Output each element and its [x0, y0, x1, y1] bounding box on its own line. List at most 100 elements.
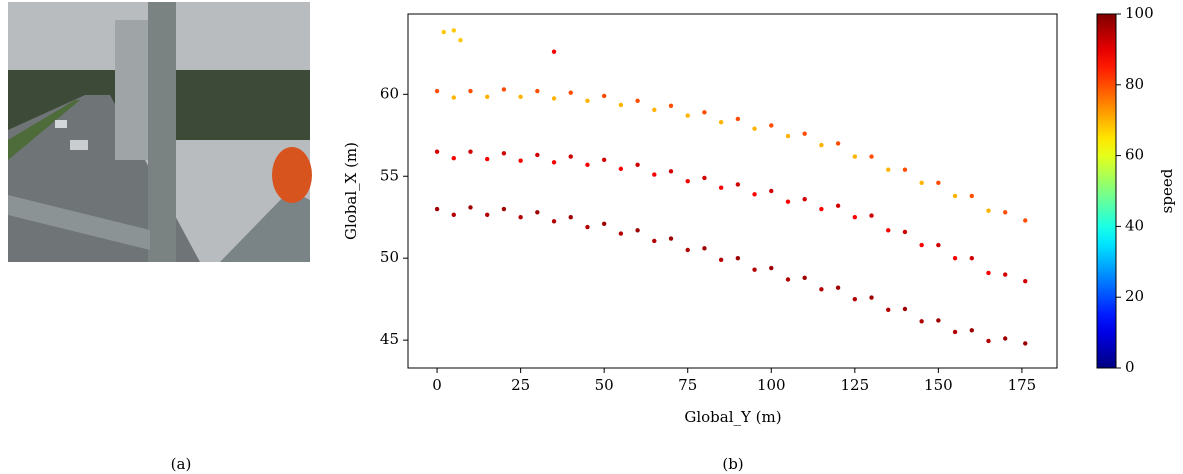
point: [434, 149, 440, 154]
x-tick-label: 100: [757, 376, 786, 394]
x-tick-label: 25: [511, 376, 530, 394]
point: [685, 178, 690, 184]
point: [852, 296, 858, 302]
colorbar-tick-label: 40: [1125, 216, 1144, 234]
point: [735, 255, 741, 261]
x-tick-label: 175: [1008, 376, 1037, 394]
point: [451, 212, 456, 217]
point: [886, 167, 891, 172]
point: [518, 215, 523, 220]
point: [952, 255, 958, 261]
point: [986, 208, 991, 213]
point: [585, 98, 590, 104]
colorbar-tick-label: 100: [1125, 4, 1154, 22]
point: [668, 236, 674, 241]
point: [769, 265, 774, 271]
point: [835, 141, 841, 146]
point: [635, 228, 640, 233]
point: [618, 231, 624, 236]
point: [936, 180, 941, 186]
point: [735, 182, 741, 187]
point: [802, 196, 807, 202]
point: [702, 246, 707, 251]
point: [518, 94, 523, 99]
point: [485, 212, 490, 217]
point: [886, 307, 891, 313]
point: [886, 228, 891, 233]
point: [835, 285, 841, 290]
point: [802, 275, 807, 281]
point: [986, 270, 991, 276]
point: [685, 113, 690, 118]
point: [718, 119, 724, 125]
point: [635, 98, 640, 104]
point: [458, 38, 463, 43]
point: [952, 193, 958, 199]
point: [852, 215, 858, 220]
orange-object: [272, 147, 312, 203]
rail: [8, 195, 150, 250]
point: [1023, 278, 1028, 284]
x-tick-label: 150: [924, 376, 953, 394]
point: [568, 154, 573, 159]
colorbar: [1096, 13, 1117, 369]
point: [485, 94, 490, 99]
point: [468, 88, 473, 94]
point: [585, 162, 590, 167]
median: [8, 100, 80, 160]
point: [501, 206, 507, 212]
point: [936, 242, 941, 248]
y-tick-label: 55: [380, 166, 399, 184]
point: [969, 255, 974, 261]
point: [785, 133, 791, 139]
point: [1003, 272, 1008, 277]
point: [501, 87, 507, 92]
point: [852, 154, 858, 159]
point: [468, 205, 473, 210]
point: [551, 49, 557, 54]
y-tick-label: 45: [380, 330, 399, 348]
point: [668, 169, 674, 174]
point: [902, 167, 908, 172]
y-axis-label: Global_X (m): [342, 142, 360, 240]
x-tick-label: 125: [840, 376, 869, 394]
point: [601, 93, 607, 99]
point: [501, 151, 507, 156]
point: [1023, 218, 1028, 223]
axes-frame: [407, 13, 1058, 369]
point: [434, 88, 440, 94]
point: [869, 213, 874, 218]
point: [919, 319, 924, 324]
photo: [8, 2, 312, 262]
point: [485, 156, 490, 162]
point: [902, 229, 908, 235]
point: [585, 224, 590, 230]
point: [635, 162, 640, 167]
point: [902, 306, 908, 312]
point: [468, 149, 473, 154]
plot: [434, 28, 1028, 346]
point: [618, 166, 624, 172]
colorbar-tick-label: 80: [1125, 75, 1144, 93]
point: [819, 142, 824, 148]
point: [652, 172, 657, 177]
point: [969, 193, 974, 199]
point: [451, 28, 456, 33]
point: [1003, 210, 1008, 215]
point: [551, 160, 557, 165]
pole: [148, 2, 176, 262]
point: [802, 131, 807, 136]
point: [835, 203, 841, 208]
car: [55, 120, 67, 128]
point: [518, 158, 523, 163]
colorbar-label: speed: [1158, 168, 1176, 213]
point: [969, 328, 974, 333]
point: [535, 210, 540, 215]
point: [601, 221, 607, 226]
point: [535, 88, 540, 94]
point: [869, 295, 874, 300]
point: [919, 180, 924, 186]
point: [785, 199, 791, 204]
point: [551, 219, 557, 224]
